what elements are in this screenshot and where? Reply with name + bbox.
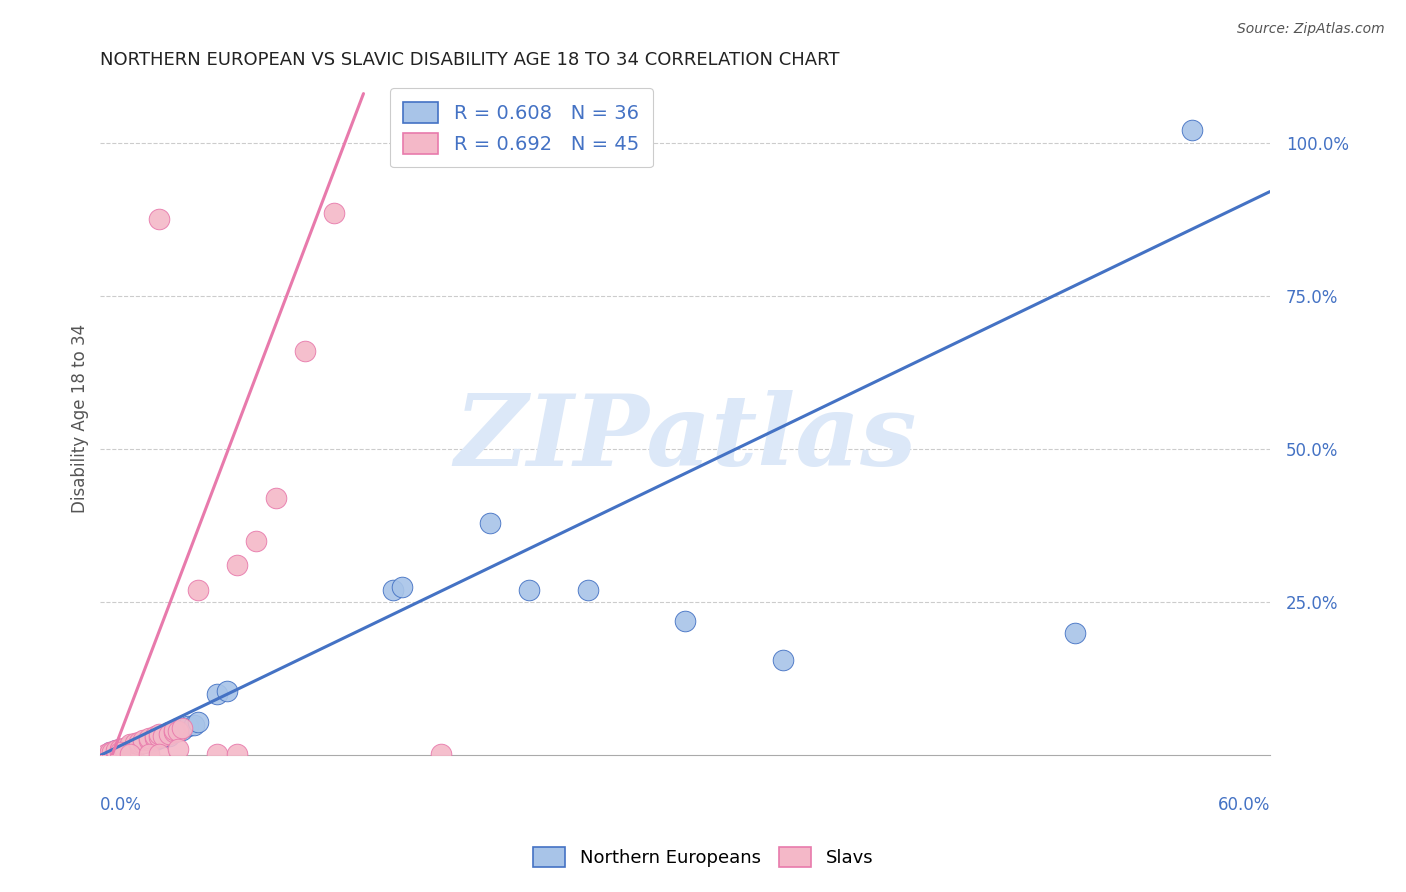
Point [391, 580, 413, 594]
Text: Source: ZipAtlas.com: Source: ZipAtlas.com [1237, 22, 1385, 37]
Point [132, 733, 155, 747]
Point [104, 743, 127, 757]
Point [157, 727, 180, 741]
Point [98, 745, 121, 759]
Point [225, 558, 247, 573]
Point [152, 729, 174, 743]
Point [148, 212, 170, 227]
Point [124, 739, 146, 754]
Point [96, 747, 118, 761]
Point [163, 725, 186, 739]
Point [163, 723, 186, 737]
Point [517, 582, 540, 597]
Text: ZIPatlas: ZIPatlas [454, 391, 917, 487]
Point [104, 743, 127, 757]
Point [104, 745, 127, 759]
Point [323, 206, 346, 220]
Point [167, 723, 190, 738]
Point [138, 747, 160, 761]
Point [108, 742, 131, 756]
Point [118, 747, 141, 761]
Point [430, 747, 453, 761]
Text: 0.0%: 0.0% [100, 796, 142, 814]
Point [1064, 625, 1087, 640]
Point [215, 684, 238, 698]
Point [183, 717, 205, 731]
Point [177, 719, 200, 733]
Point [108, 743, 131, 757]
Point [157, 725, 180, 739]
Point [167, 723, 190, 738]
Point [138, 733, 160, 747]
Point [294, 343, 316, 358]
Text: 60.0%: 60.0% [1218, 796, 1270, 814]
Point [112, 742, 135, 756]
Point [128, 735, 150, 749]
Point [118, 739, 141, 754]
Point [138, 735, 160, 749]
Point [118, 737, 141, 751]
Point [187, 714, 209, 729]
Point [152, 730, 174, 744]
Point [148, 729, 170, 743]
Point [772, 653, 794, 667]
Point [148, 727, 170, 741]
Point [108, 742, 131, 756]
Text: NORTHERN EUROPEAN VS SLAVIC DISABILITY AGE 18 TO 34 CORRELATION CHART: NORTHERN EUROPEAN VS SLAVIC DISABILITY A… [100, 51, 839, 69]
Point [118, 741, 141, 756]
Point [187, 582, 209, 597]
Point [138, 733, 160, 747]
Point [245, 533, 267, 548]
Point [264, 491, 287, 505]
Point [207, 747, 229, 761]
Point [118, 741, 141, 756]
Point [124, 739, 146, 754]
Point [381, 582, 404, 597]
Point [576, 582, 599, 597]
Point [128, 736, 150, 750]
Point [172, 723, 194, 737]
Point [112, 741, 135, 756]
Point [479, 516, 502, 530]
Point [167, 721, 190, 735]
Point [148, 747, 170, 761]
Point [143, 733, 166, 747]
Point [124, 736, 146, 750]
Point [98, 745, 121, 759]
Point [138, 731, 160, 746]
Legend: Northern Europeans, Slavs: Northern Europeans, Slavs [526, 839, 880, 874]
Point [112, 742, 135, 756]
Point [143, 731, 166, 746]
Point [167, 742, 190, 756]
Point [148, 730, 170, 744]
Point [1181, 123, 1204, 137]
Point [163, 725, 186, 739]
Point [207, 687, 229, 701]
Point [101, 745, 124, 759]
Point [118, 739, 141, 754]
Point [157, 729, 180, 743]
Point [225, 747, 247, 761]
Point [148, 731, 170, 746]
Point [108, 745, 131, 759]
Legend: R = 0.608   N = 36, R = 0.692   N = 45: R = 0.608 N = 36, R = 0.692 N = 45 [389, 88, 652, 168]
Point [128, 737, 150, 751]
Point [172, 721, 194, 735]
Point [132, 736, 155, 750]
Point [673, 614, 696, 628]
Y-axis label: Disability Age 18 to 34: Disability Age 18 to 34 [72, 324, 89, 513]
Point [132, 736, 155, 750]
Point [128, 737, 150, 751]
Point [143, 729, 166, 743]
